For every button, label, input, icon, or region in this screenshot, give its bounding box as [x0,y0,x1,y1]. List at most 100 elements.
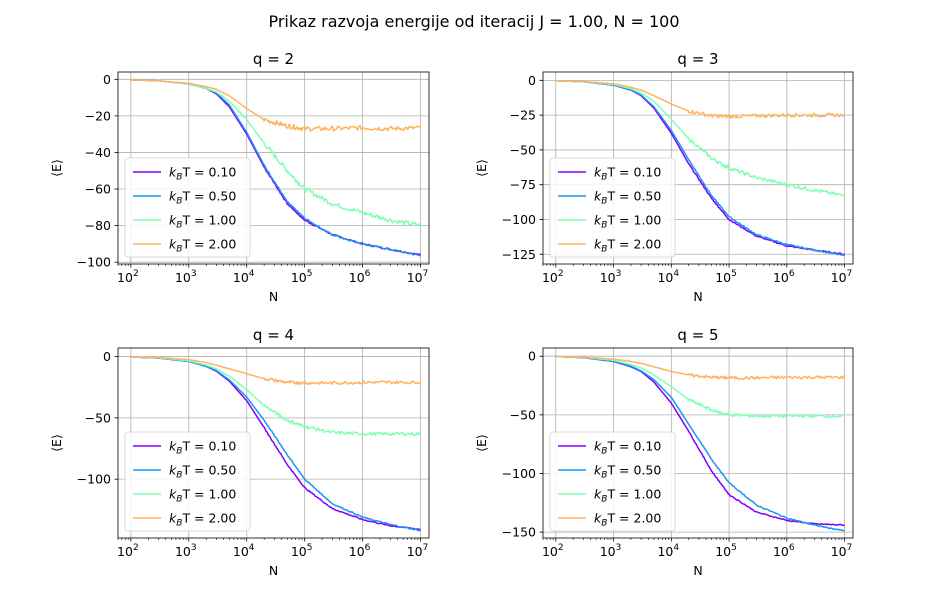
x-axis-label: N [693,289,702,304]
series-line-3 [555,80,845,197]
y-tick-label: −75 [510,177,536,192]
legend-label-1: kBT = 0.10 [594,165,661,183]
legend-label-3: kBT = 1.00 [594,213,661,231]
legend-box [549,431,676,532]
y-axis-label: ⟨E⟩ [49,159,64,177]
y-tick-label: −100 [502,212,536,227]
y-tick-label: −25 [510,108,536,123]
legend-label-2: kBT = 0.50 [594,463,661,481]
legend-label-3: kBT = 1.00 [594,487,661,505]
x-tick-label: 102 [117,269,139,285]
x-tick-label: 105 [291,543,313,559]
panel-4: 102 103 104 105 106 107 0 −50 −100 −150 q = 5 N ⟨E⟩ k… [474,326,854,578]
panel-title: q = 3 [677,50,718,68]
panel-1: 102 103 104 105 106 107 0 −20 −40 −60 −80 −100 q = 2… [49,50,430,304]
series-line-4 [130,79,421,132]
legend-label-4: kBT = 2.00 [594,237,661,255]
y-axis-label: ⟨E⟩ [49,434,64,452]
axes-frame [542,71,854,265]
y-tick-label: −150 [502,525,536,540]
legend-box [549,157,676,258]
series-group [130,79,422,257]
legend-label-1: kBT = 0.10 [169,165,236,183]
y-tick-label: 0 [103,72,111,87]
y-tick-label: −50 [85,410,111,425]
axes-frame [117,71,430,265]
x-tick-label: 103 [175,543,197,559]
legend-label-1: kBT = 0.10 [169,439,236,457]
x-tick-label: 107 [407,269,429,285]
series-line-4 [555,80,846,119]
y-tick-label: −50 [510,407,536,422]
legend: kBT = 0.10 kBT = 0.50 kBT = 1.00 kBT = 2.00 [124,431,251,532]
x-tick-label: 107 [407,543,429,559]
x-axis-label: N [269,563,278,578]
x-tick-label: 107 [831,543,853,559]
series-line-3 [130,356,422,437]
series-group [130,356,422,532]
legend-label-4: kBT = 2.00 [594,511,661,529]
legend: kBT = 0.10 kBT = 0.50 kBT = 1.00 kBT = 2.00 [549,431,676,532]
legend: kBT = 0.10 kBT = 0.50 kBT = 1.00 kBT = 2.00 [124,157,251,258]
series-line-2 [555,355,845,532]
y-tick-label: −20 [85,108,111,123]
y-tick-label: −125 [502,247,536,262]
panel-2: 102 103 104 105 106 107 0 −25 −50 −75 −100 −125 q = … [474,50,854,304]
y-tick-label: −100 [502,466,536,481]
x-tick-label: 105 [715,269,737,285]
x-tick-label: 102 [117,543,139,559]
axes-frame [117,347,430,539]
x-tick-label: 102 [542,269,564,285]
y-tick-label: −50 [510,142,536,157]
legend-box [124,431,251,532]
x-tick-label: 105 [291,269,313,285]
y-tick-label: −40 [85,145,111,160]
y-tick-label: −100 [77,255,111,270]
figure-title: Prikaz razvoja energije od iteracij J = … [268,12,679,31]
x-axis-label: N [269,289,278,304]
axes-frame [542,347,854,539]
x-tick-label: 103 [600,269,622,285]
y-tick-label: −80 [85,218,111,233]
legend-label-2: kBT = 0.50 [169,463,236,481]
series-line-4 [130,356,422,386]
legend-label-1: kBT = 0.10 [594,439,661,457]
x-tick-label: 104 [657,269,679,285]
legend-label-3: kBT = 1.00 [169,487,236,505]
y-tick-label: 0 [528,73,536,88]
x-tick-label: 102 [542,543,564,559]
x-tick-label: 106 [773,543,795,559]
x-tick-label: 103 [600,543,622,559]
y-tick-label: −60 [85,182,111,197]
legend-label-2: kBT = 0.50 [594,189,661,207]
x-tick-label: 106 [773,269,795,285]
legend: kBT = 0.10 kBT = 0.50 kBT = 1.00 kBT = 2.00 [549,157,676,258]
legend-label-4: kBT = 2.00 [169,237,236,255]
series-group [555,80,846,257]
panel-title: q = 4 [253,326,294,344]
legend-label-3: kBT = 1.00 [169,213,236,231]
y-axis-label: ⟨E⟩ [474,434,489,452]
y-tick-label: 0 [103,349,111,364]
x-tick-label: 104 [233,269,255,285]
x-axis-label: N [693,563,702,578]
x-tick-label: 104 [233,543,255,559]
panel-title: q = 2 [253,50,294,68]
y-tick-label: 0 [528,349,536,364]
x-tick-label: 107 [831,269,853,285]
panel-3: 102 103 104 105 106 107 0 −50 −100 q = 4 N ⟨E⟩ kBT =… [49,326,430,578]
legend-box [124,157,251,258]
y-axis-label: ⟨E⟩ [474,159,489,177]
x-tick-label: 103 [175,269,197,285]
series-group [555,355,846,532]
legend-label-2: kBT = 0.50 [169,189,236,207]
x-tick-label: 104 [657,543,679,559]
y-tick-label: −100 [77,472,111,487]
series-line-3 [555,355,846,419]
panel-title: q = 5 [677,326,718,344]
series-line-2 [555,80,845,257]
series-line-4 [555,355,846,381]
x-tick-label: 105 [715,543,737,559]
x-tick-label: 106 [349,269,371,285]
